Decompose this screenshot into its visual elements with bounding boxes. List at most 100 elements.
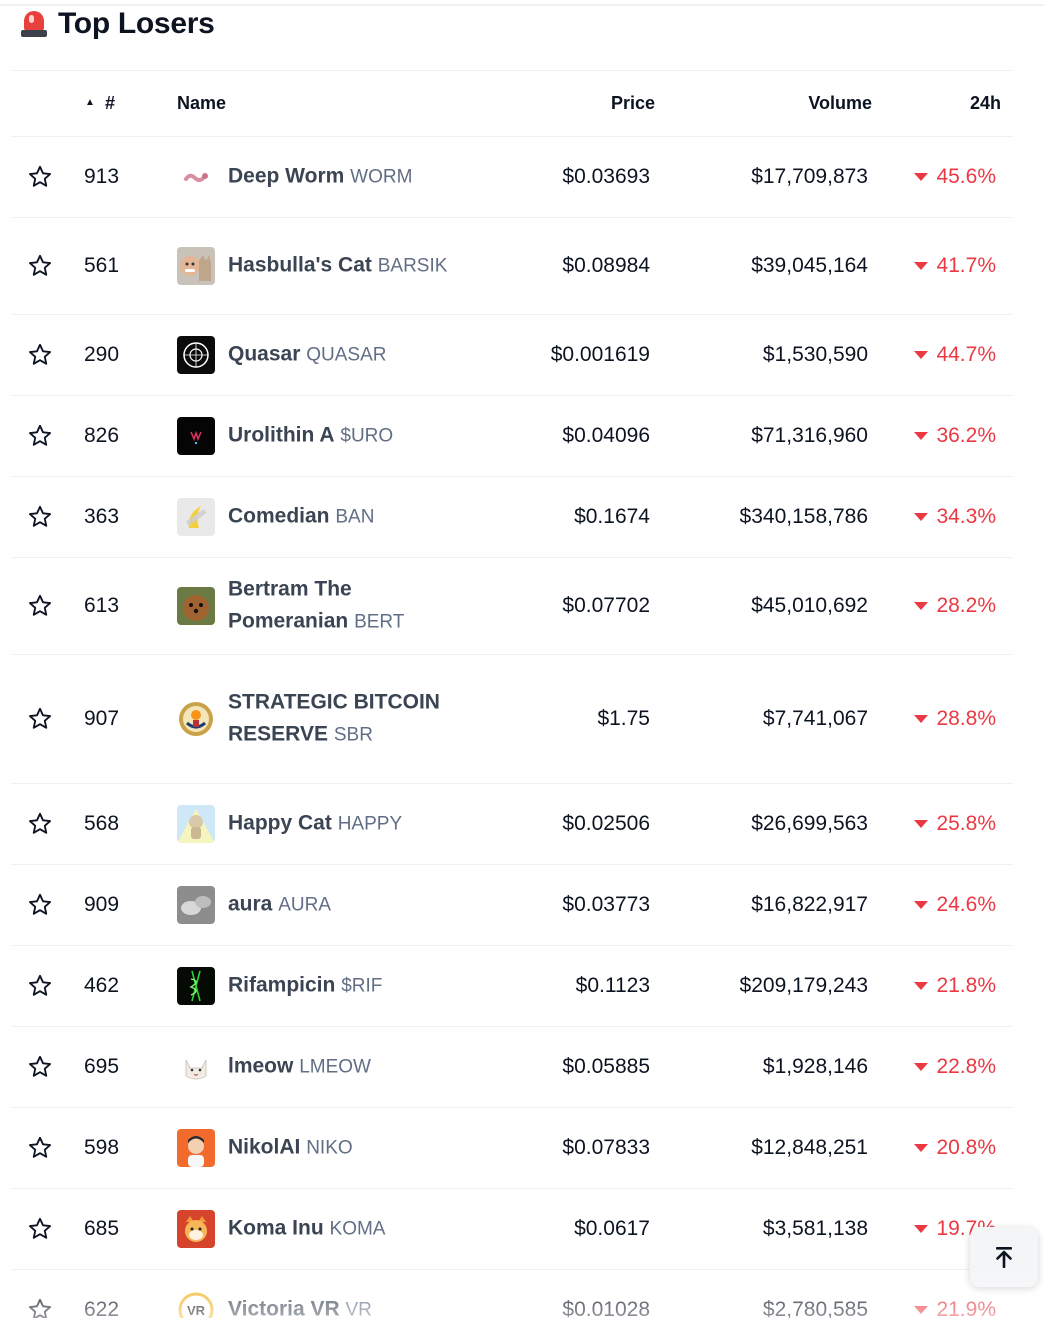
coin-logo-icon: VR: [177, 1291, 215, 1318]
coin-name[interactable]: Koma Inu: [228, 1216, 324, 1240]
coin-name[interactable]: Quasar: [228, 342, 301, 366]
table-row[interactable]: 598 NikolAI NIKO $0.07833 $12,848,251 20.8%: [11, 1108, 1013, 1189]
star-icon[interactable]: [27, 342, 53, 368]
change-value: 21.9%: [936, 1298, 996, 1318]
name-cell[interactable]: Comedian BAN: [228, 501, 448, 534]
coin-name[interactable]: Happy Cat: [228, 811, 332, 835]
coin-name[interactable]: Bertram The Pomeranian: [228, 577, 352, 633]
column-24h[interactable]: 24h: [969, 93, 1001, 113]
name-cell[interactable]: aura AURA: [228, 889, 448, 922]
volume-cell: $17,709,873: [751, 165, 868, 188]
rank-cell: 622: [84, 1298, 120, 1318]
table-row[interactable]: 363 Comedian BAN $0.1674 $340,158,786 34.3%: [11, 477, 1013, 558]
price-cell: $0.1123: [575, 974, 650, 997]
coin-name[interactable]: NikolAI: [228, 1135, 301, 1159]
coin-symbol: HAPPY: [337, 813, 403, 835]
change-value: 25.8%: [936, 812, 996, 835]
star-icon[interactable]: [27, 1216, 53, 1242]
change-cell: 44.7%: [914, 343, 996, 367]
table-row[interactable]: 909 aura AURA $0.03773 $16,822,917 24.6%: [11, 865, 1013, 946]
name-cell[interactable]: Hasbulla's Cat BARSIK: [228, 250, 448, 283]
name-cell[interactable]: lmeow LMEOW: [228, 1051, 448, 1084]
sort-asc-icon[interactable]: ▲: [85, 97, 95, 108]
star-icon[interactable]: [27, 1135, 53, 1161]
coin-logo-icon: [177, 587, 215, 625]
name-cell[interactable]: Koma Inu KOMA: [228, 1213, 448, 1246]
name-cell[interactable]: Rifampicin $RIF: [228, 970, 448, 1003]
star-icon[interactable]: [27, 253, 53, 279]
table-body: 913 Deep Worm WORM $0.03693 $17,709,873 45.6…: [11, 137, 1013, 1318]
volume-cell: $1,928,146: [762, 1055, 868, 1078]
column-volume[interactable]: Volume: [808, 93, 872, 113]
change-value: 22.8%: [936, 1055, 996, 1078]
star-icon[interactable]: [27, 1297, 53, 1318]
price-cell: $0.05885: [562, 1055, 650, 1078]
volume-cell: $340,158,786: [739, 505, 868, 528]
coin-name[interactable]: Comedian: [228, 504, 330, 528]
name-cell[interactable]: Victoria VR VR: [228, 1294, 448, 1318]
table-row[interactable]: 561 Hasbulla's Cat BARSIK $0.08984 $39,045,…: [11, 218, 1013, 315]
coin-logo-icon: [177, 498, 215, 536]
coin-name[interactable]: Victoria VR: [228, 1297, 340, 1318]
name-cell[interactable]: Urolithin A $URO: [228, 420, 448, 453]
coin-name[interactable]: Urolithin A: [228, 423, 335, 447]
caret-down-icon: [914, 982, 929, 990]
coin-logo-icon: [177, 336, 215, 374]
coin-logo-icon: [177, 886, 215, 924]
name-cell[interactable]: Quasar QUASAR: [228, 339, 448, 372]
star-icon[interactable]: [27, 423, 53, 449]
change-value: 21.8%: [936, 974, 996, 997]
coin-name[interactable]: STRATEGIC BITCOIN RESERVE: [228, 690, 440, 746]
table-row[interactable]: 913 Deep Worm WORM $0.03693 $17,709,873 45.6…: [11, 137, 1013, 218]
table-row[interactable]: 462 Rifampicin $RIF $0.1123 $209,179,243 21.…: [11, 946, 1013, 1027]
volume-cell: $1,530,590: [762, 343, 868, 366]
price-cell: $0.001619: [550, 343, 650, 366]
change-value: 28.2%: [936, 594, 996, 617]
name-cell[interactable]: Happy Cat HAPPY: [228, 808, 448, 841]
caret-down-icon: [914, 1063, 929, 1071]
price-cell: $0.0617: [574, 1217, 650, 1240]
star-icon[interactable]: [27, 164, 53, 190]
star-icon[interactable]: [27, 593, 53, 619]
coin-name[interactable]: lmeow: [228, 1054, 294, 1078]
coin-name[interactable]: Rifampicin: [228, 973, 336, 997]
name-cell[interactable]: STRATEGIC BITCOIN RESERVE SBR: [228, 687, 448, 752]
column-price[interactable]: Price: [610, 93, 655, 113]
star-icon[interactable]: [27, 892, 53, 918]
column-rank[interactable]: #: [105, 93, 116, 113]
change-value: 36.2%: [936, 424, 996, 447]
table-row[interactable]: 290 Quasar QUASAR $0.001619 $1,530,590 44.7%: [11, 315, 1013, 396]
coin-name[interactable]: Hasbulla's Cat: [228, 253, 372, 277]
coin-name[interactable]: aura: [228, 892, 273, 916]
price-cell: $0.1674: [574, 505, 650, 528]
section-header: Top Losers: [20, 4, 215, 44]
table-row[interactable]: 826 Urolithin A $URO $0.04096 $71,316,960 36…: [11, 396, 1013, 477]
table-row[interactable]: 622 VR Victoria VR VR $0.01028 $2,780,585 21.…: [11, 1270, 1013, 1318]
star-icon[interactable]: [27, 1054, 53, 1080]
coin-name[interactable]: Deep Worm: [228, 164, 345, 188]
table-row[interactable]: 907 STRATEGIC BITCOIN RESERVE SBR $1.75 $7,…: [11, 655, 1013, 784]
name-cell[interactable]: NikolAI NIKO: [228, 1132, 448, 1165]
name-cell[interactable]: Bertram The Pomeranian BERT: [228, 574, 448, 639]
star-icon[interactable]: [27, 706, 53, 732]
price-cell: $0.01028: [562, 1298, 650, 1318]
star-icon[interactable]: [27, 973, 53, 999]
caret-down-icon: [914, 351, 929, 359]
price-cell: $0.04096: [562, 424, 650, 447]
column-name[interactable]: Name: [177, 93, 227, 113]
table-row[interactable]: 685 Koma Inu KOMA $0.0617 $3,581,138 19.7%: [11, 1189, 1013, 1270]
coin-symbol: WORM: [350, 166, 413, 188]
coin-logo-icon: [177, 967, 215, 1005]
coin-symbol: BARSIK: [377, 255, 448, 277]
star-icon[interactable]: [27, 811, 53, 837]
change-cell: 21.8%: [914, 974, 996, 998]
change-value: 34.3%: [936, 505, 996, 528]
coin-logo-icon: [177, 247, 215, 285]
name-cell[interactable]: Deep Worm WORM: [228, 161, 448, 194]
table-row[interactable]: 613 Bertram The Pomeranian BERT $0.07702 $4…: [11, 558, 1013, 655]
scroll-to-top-button[interactable]: [970, 1227, 1038, 1287]
table-row[interactable]: 568 Happy Cat HAPPY $0.02506 $26,699,563 25.…: [11, 784, 1013, 865]
table-row[interactable]: 695 lmeow LMEOW $0.05885 $1,928,146 22.8%: [11, 1027, 1013, 1108]
star-icon[interactable]: [27, 504, 53, 530]
rank-cell: 561: [84, 254, 120, 277]
